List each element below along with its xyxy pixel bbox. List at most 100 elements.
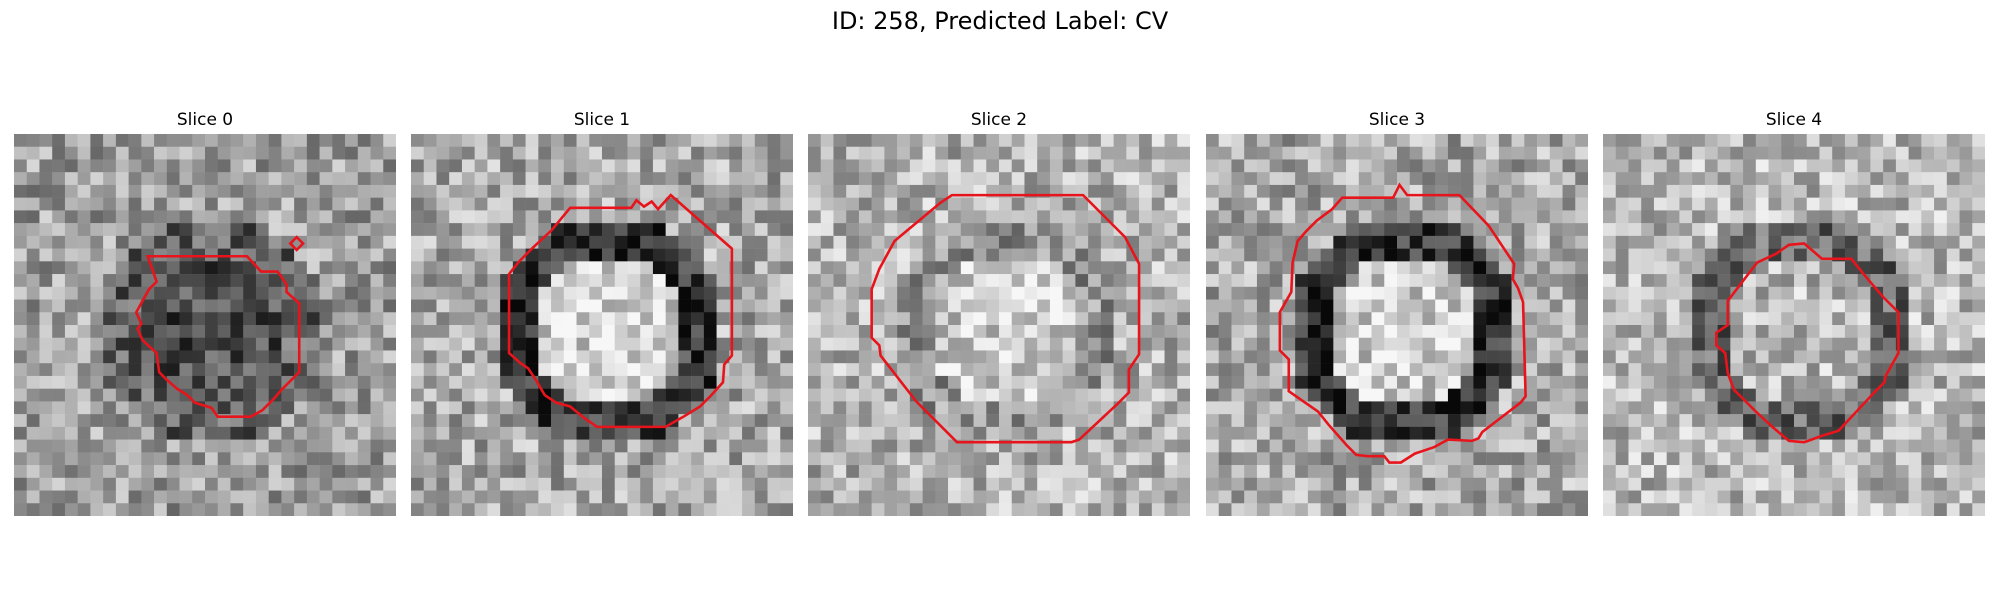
image-pixel [1615,337,1629,351]
image-pixel [935,248,949,262]
image-pixel [1870,325,1884,338]
image-pixel [948,388,962,402]
image-pixel [1100,210,1114,224]
image-pixel [1946,465,1960,479]
image-pixel [1473,363,1487,377]
image-pixel [103,439,117,453]
image-pixel [820,184,834,198]
image-pixel [1062,375,1076,389]
image-pixel [589,439,603,453]
image-pixel [1498,363,1512,377]
image-pixel [1549,184,1563,198]
image-pixel [306,337,320,351]
image-pixel [973,350,987,364]
image-pixel [871,465,885,479]
image-pixel [383,375,396,389]
image-pixel [1139,401,1153,415]
image-pixel [474,184,488,198]
image-pixel [319,337,333,351]
image-pixel [1603,375,1616,389]
image-pixel [820,299,834,313]
image-pixel [1498,414,1512,428]
image-pixel [1857,184,1871,198]
image-pixel [576,465,590,479]
image-pixel [1460,325,1474,338]
image-pixel [230,503,244,516]
image-pixel [614,184,628,198]
image-pixel [1320,184,1334,198]
image-pixel [691,388,705,402]
image-pixel [1177,286,1190,300]
image-pixel [935,223,949,237]
image-pixel [729,159,743,173]
image-pixel [780,286,793,300]
image-pixel [986,465,1000,479]
image-pixel [1088,452,1102,466]
image-pixel [1113,286,1127,300]
image-pixel [205,197,218,211]
image-pixel [230,184,244,198]
image-pixel [1320,223,1334,237]
image-pixel [1895,299,1909,313]
image-pixel [640,134,654,147]
image-pixel [999,210,1012,224]
image-pixel [1679,223,1693,237]
image-pixel [1562,210,1576,224]
image-pixel [1603,337,1616,351]
image-pixel [1397,134,1410,147]
image-pixel [846,210,860,224]
image-pixel [436,248,450,262]
image-pixel [1049,261,1063,275]
image-pixel [678,312,692,326]
image-pixel [1075,134,1089,147]
image-pixel [909,503,923,516]
image-pixel [678,325,692,338]
image-pixel [1244,235,1258,249]
image-pixel [691,261,705,275]
image-pixel [1781,414,1795,428]
image-pixel [1358,439,1372,453]
image-pixel [1244,350,1258,364]
image-pixel [1100,299,1114,313]
image-pixel [1562,465,1576,479]
image-pixel [52,414,66,428]
image-pixel [1946,184,1960,198]
image-pixel [614,350,628,364]
image-pixel [1062,223,1076,237]
image-pixel [1139,350,1153,364]
image-pixel [14,134,27,147]
image-pixel [897,261,911,275]
image-pixel [1781,312,1795,326]
image-pixel [703,274,717,288]
image-pixel [551,134,565,147]
image-pixel [64,223,78,237]
image-pixel [1037,426,1051,440]
image-pixel [1473,439,1487,453]
image-pixel [1743,274,1757,288]
image-pixel [1781,325,1795,338]
image-pixel [1806,223,1820,237]
image-pixel [1244,159,1258,173]
image-pixel [754,210,768,224]
image-pixel [1049,312,1063,326]
image-pixel [627,312,641,326]
image-pixel [1282,248,1296,262]
image-pixel [808,350,821,364]
image-pixel [1562,172,1576,186]
image-pixel [1743,477,1757,491]
image-pixel [1575,134,1588,147]
image-pixel [525,223,539,237]
image-pixel [64,172,78,186]
image-pixel [754,261,768,275]
image-pixel [1126,274,1140,288]
image-pixel [230,286,244,300]
image-pixel [1371,490,1385,504]
image-pixel [1088,401,1102,415]
image-pixel [306,363,320,377]
image-pixel [1269,248,1283,262]
image-pixel [357,134,371,147]
image-pixel [1320,401,1334,415]
image-pixel [1755,414,1769,428]
image-pixel [1024,325,1038,338]
image-pixel [742,172,756,186]
